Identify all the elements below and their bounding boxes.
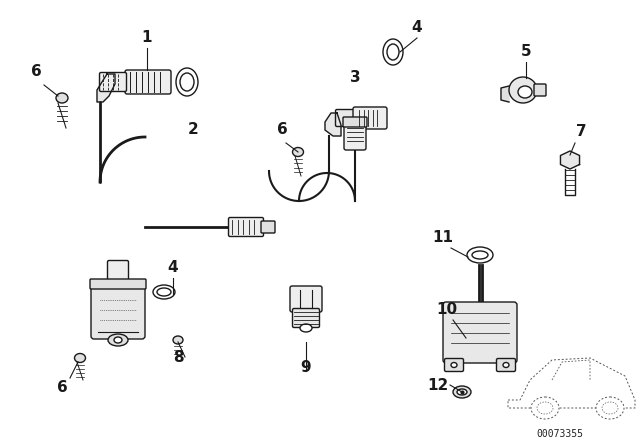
- FancyBboxPatch shape: [292, 309, 319, 327]
- FancyBboxPatch shape: [261, 221, 275, 233]
- FancyBboxPatch shape: [443, 302, 517, 363]
- FancyBboxPatch shape: [353, 107, 387, 129]
- Ellipse shape: [537, 402, 553, 414]
- Ellipse shape: [596, 397, 624, 419]
- FancyBboxPatch shape: [108, 260, 129, 285]
- Text: 5: 5: [521, 44, 531, 60]
- Ellipse shape: [457, 389, 467, 395]
- Ellipse shape: [56, 93, 68, 103]
- Ellipse shape: [531, 397, 559, 419]
- Text: 8: 8: [173, 350, 183, 366]
- FancyBboxPatch shape: [90, 279, 146, 289]
- Ellipse shape: [157, 288, 171, 296]
- FancyBboxPatch shape: [290, 286, 322, 312]
- Text: 10: 10: [436, 302, 458, 318]
- Text: 4: 4: [412, 21, 422, 35]
- Text: 6: 6: [56, 380, 67, 396]
- Ellipse shape: [74, 353, 86, 362]
- FancyBboxPatch shape: [91, 281, 145, 339]
- Ellipse shape: [472, 251, 488, 259]
- FancyBboxPatch shape: [343, 117, 367, 127]
- FancyBboxPatch shape: [445, 358, 463, 371]
- Ellipse shape: [300, 324, 312, 332]
- Ellipse shape: [451, 362, 457, 367]
- Polygon shape: [97, 74, 115, 102]
- Text: 4: 4: [168, 260, 179, 276]
- Ellipse shape: [387, 44, 399, 60]
- Ellipse shape: [173, 336, 183, 344]
- Text: 11: 11: [433, 231, 454, 246]
- Text: 12: 12: [428, 378, 449, 392]
- Text: 2: 2: [188, 122, 198, 138]
- Ellipse shape: [518, 86, 532, 98]
- Ellipse shape: [503, 362, 509, 367]
- Ellipse shape: [114, 337, 122, 343]
- Ellipse shape: [108, 334, 128, 346]
- FancyBboxPatch shape: [228, 217, 264, 237]
- Ellipse shape: [292, 147, 303, 156]
- Polygon shape: [501, 86, 509, 102]
- Text: 6: 6: [31, 65, 42, 79]
- Ellipse shape: [153, 285, 175, 299]
- Ellipse shape: [467, 247, 493, 263]
- Polygon shape: [561, 151, 580, 169]
- Text: 3: 3: [349, 70, 360, 86]
- FancyBboxPatch shape: [335, 109, 355, 126]
- Ellipse shape: [180, 73, 194, 91]
- Polygon shape: [325, 113, 341, 136]
- Text: 00073355: 00073355: [536, 429, 584, 439]
- Ellipse shape: [176, 68, 198, 96]
- FancyBboxPatch shape: [99, 73, 127, 91]
- FancyBboxPatch shape: [344, 124, 366, 150]
- Text: 6: 6: [276, 122, 287, 138]
- Text: 1: 1: [141, 30, 152, 46]
- FancyBboxPatch shape: [534, 84, 546, 96]
- Ellipse shape: [383, 39, 403, 65]
- Ellipse shape: [453, 386, 471, 398]
- Ellipse shape: [602, 402, 618, 414]
- Text: 9: 9: [301, 361, 311, 375]
- FancyBboxPatch shape: [497, 358, 515, 371]
- FancyBboxPatch shape: [125, 70, 171, 94]
- Text: 7: 7: [576, 125, 586, 139]
- Ellipse shape: [509, 77, 537, 103]
